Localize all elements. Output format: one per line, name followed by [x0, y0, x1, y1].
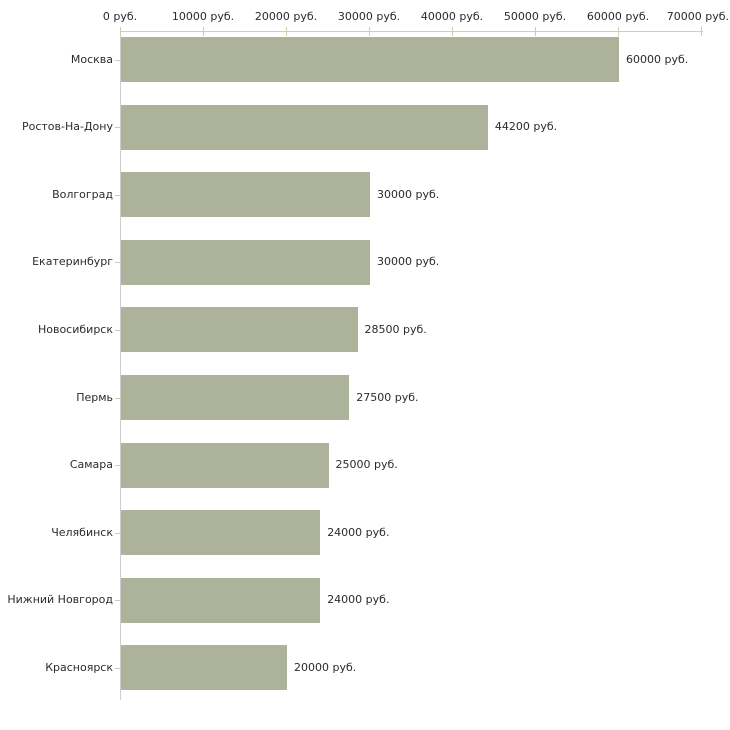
category-label: Пермь	[76, 391, 113, 404]
category-tick-mark	[115, 330, 120, 331]
x-tick-label: 70000 руб.	[666, 10, 729, 23]
category-label: Самара	[69, 458, 113, 471]
bar	[121, 239, 370, 285]
category-tick-mark	[115, 262, 120, 263]
x-tick-label: 40000 руб.	[420, 10, 484, 23]
value-label: 27500 руб.	[356, 391, 419, 404]
category-label: Ростов-На-Дону	[21, 120, 113, 133]
value-label: 30000 руб.	[377, 188, 440, 201]
bar	[121, 442, 329, 488]
bar	[121, 104, 488, 150]
category-tick-mark	[115, 668, 120, 669]
bar	[121, 510, 321, 556]
x-tick-mark	[203, 27, 204, 36]
x-tick-label: 0 руб.	[102, 10, 138, 23]
category-tick-mark	[115, 127, 120, 128]
bar	[121, 375, 350, 420]
value-label: 28500 руб.	[364, 323, 427, 336]
category-label: Челябинск	[51, 526, 113, 539]
x-tick-mark	[618, 27, 619, 36]
category-label: Новосибирск	[37, 323, 113, 336]
value-label: 30000 руб.	[377, 255, 440, 268]
bar	[121, 37, 619, 82]
x-tick-mark	[286, 27, 287, 36]
bar	[121, 645, 287, 691]
bar	[121, 307, 358, 353]
x-tick-mark	[535, 27, 536, 36]
value-label: 24000 руб.	[327, 526, 390, 539]
x-axis-line	[120, 31, 703, 32]
category-tick-mark	[115, 533, 120, 534]
category-tick-mark	[115, 398, 120, 399]
bar	[121, 172, 370, 218]
x-tick-label: 30000 руб.	[337, 10, 401, 23]
category-tick-mark	[115, 465, 120, 466]
category-label: Красноярск	[45, 661, 113, 674]
x-tick-label: 50000 руб.	[503, 10, 567, 23]
x-tick-mark	[701, 27, 702, 36]
value-label: 25000 руб.	[335, 458, 398, 471]
x-tick-mark	[452, 27, 453, 36]
category-tick-mark	[115, 600, 120, 601]
x-tick-mark	[120, 27, 121, 36]
x-tick-label: 20000 руб.	[254, 10, 318, 23]
value-label: 24000 руб.	[327, 593, 390, 606]
category-tick-mark	[115, 60, 120, 61]
category-label: Екатеринбург	[32, 255, 113, 268]
x-tick-mark	[369, 27, 370, 36]
category-label: Нижний Новгород	[7, 593, 113, 606]
category-label: Волгоград	[52, 188, 113, 201]
category-label: Москва	[70, 53, 113, 66]
category-tick-mark	[115, 195, 120, 196]
bar	[121, 577, 321, 623]
value-label: 44200 руб.	[494, 120, 558, 133]
x-tick-label: 10000 руб.	[171, 10, 235, 23]
x-tick-label: 60000 руб.	[586, 10, 650, 23]
value-label: 20000 руб.	[294, 661, 357, 674]
value-label: 60000 руб.	[626, 53, 689, 66]
y-axis-line	[120, 31, 121, 700]
